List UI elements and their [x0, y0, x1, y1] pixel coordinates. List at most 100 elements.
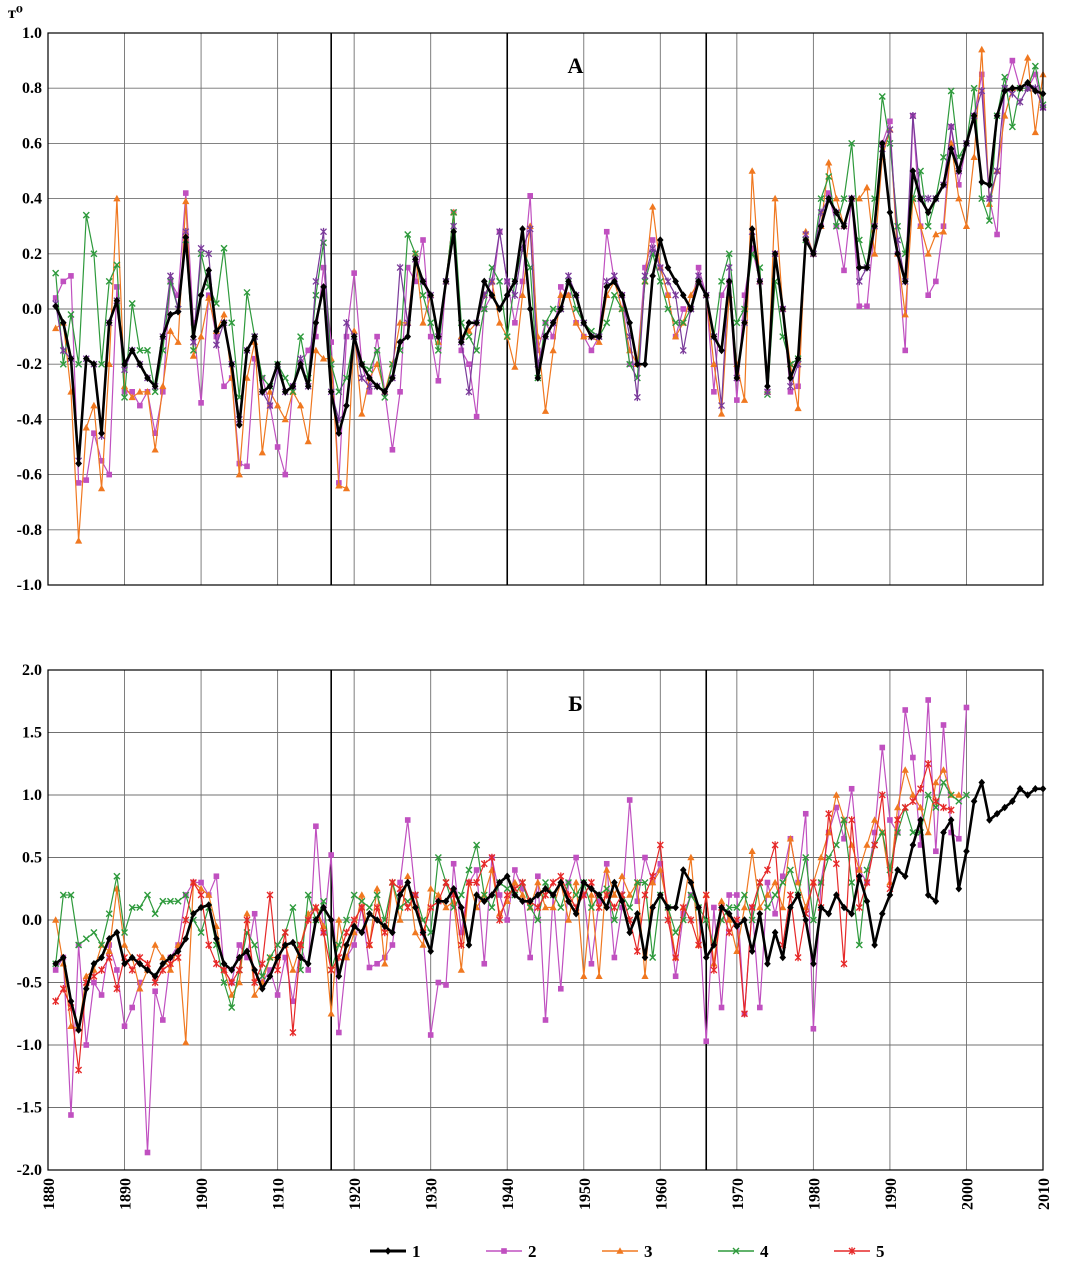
data-point — [267, 967, 273, 973]
data-point — [1024, 78, 1031, 87]
y-tick-label: 0.4 — [22, 191, 42, 208]
data-point — [733, 904, 741, 911]
data-point — [825, 909, 832, 918]
data-point — [90, 929, 98, 936]
data-point — [251, 966, 258, 974]
data-point — [320, 903, 327, 912]
data-point — [894, 250, 901, 258]
data-point — [343, 333, 350, 340]
data-point — [672, 277, 679, 286]
data-point — [924, 759, 932, 768]
data-point — [220, 310, 228, 318]
data-point — [970, 84, 978, 92]
data-point — [963, 139, 970, 148]
data-point — [588, 960, 595, 967]
data-point — [67, 354, 75, 363]
data-point — [833, 208, 840, 217]
data-point — [695, 264, 702, 271]
data-point — [718, 903, 725, 912]
data-point — [886, 125, 894, 134]
data-point — [633, 393, 641, 402]
data-point — [389, 942, 396, 948]
data-point — [672, 332, 680, 340]
data-point — [90, 360, 98, 368]
y-tick-label: -0.2 — [17, 356, 42, 373]
data-point — [258, 959, 266, 968]
data-point — [174, 307, 182, 316]
data-point — [641, 972, 649, 980]
data-point — [327, 966, 335, 974]
data-point — [611, 277, 618, 286]
data-point — [220, 244, 228, 252]
data-point — [519, 897, 526, 906]
data-point — [328, 852, 334, 858]
data-point — [864, 303, 870, 310]
data-point — [129, 389, 135, 395]
data-point — [251, 991, 259, 998]
data-point — [718, 277, 726, 285]
data-point — [243, 909, 251, 917]
data-point — [373, 884, 381, 892]
data-point — [580, 332, 588, 340]
data-point — [894, 816, 902, 824]
data-point — [235, 470, 243, 478]
data-point — [932, 230, 940, 238]
data-point — [871, 829, 878, 836]
data-point — [993, 112, 1001, 120]
data-point — [266, 954, 274, 961]
data-point — [259, 388, 266, 396]
data-point — [680, 910, 687, 917]
data-point — [886, 208, 894, 217]
data-point — [542, 319, 549, 327]
data-point — [182, 233, 190, 242]
data-point — [388, 878, 396, 887]
data-point — [503, 872, 511, 881]
data-point — [825, 158, 833, 166]
data-point — [128, 904, 136, 911]
data-point — [59, 984, 67, 993]
data-point — [717, 410, 726, 417]
data-point — [98, 458, 105, 464]
data-point — [304, 916, 312, 924]
data-point — [67, 997, 75, 1006]
data-point — [480, 859, 488, 868]
data-point — [978, 45, 986, 53]
data-point — [588, 347, 595, 354]
data-point — [657, 891, 664, 899]
data-point — [98, 953, 105, 962]
x-tick-label: 1990 — [883, 1178, 900, 1210]
data-point — [947, 816, 955, 824]
x-tick-label: 1900 — [194, 1178, 211, 1210]
data-point — [358, 410, 366, 417]
data-point — [1016, 784, 1024, 793]
data-point — [366, 382, 373, 391]
data-point — [404, 903, 412, 912]
data-point — [840, 816, 848, 824]
data-point — [956, 182, 962, 188]
data-point — [535, 347, 541, 354]
data-point — [496, 305, 503, 313]
data-point — [351, 270, 357, 276]
data-point — [924, 208, 932, 217]
data-point — [994, 231, 1000, 238]
data-point — [60, 278, 67, 285]
data-point — [335, 429, 343, 437]
data-point — [213, 333, 220, 340]
data-point — [733, 374, 741, 382]
data-point — [809, 878, 817, 887]
data-point — [985, 194, 993, 203]
data-point — [939, 766, 948, 773]
data-point — [97, 484, 106, 492]
data-point — [190, 332, 197, 341]
data-point — [243, 916, 251, 924]
data-point — [83, 477, 90, 483]
data-point — [343, 941, 350, 949]
data-point — [855, 194, 863, 202]
data-point — [197, 929, 205, 936]
data-point — [917, 194, 924, 203]
data-point — [381, 954, 388, 961]
data-point — [457, 966, 465, 973]
data-point — [572, 909, 580, 918]
data-point — [718, 292, 725, 298]
data-point — [534, 903, 542, 912]
